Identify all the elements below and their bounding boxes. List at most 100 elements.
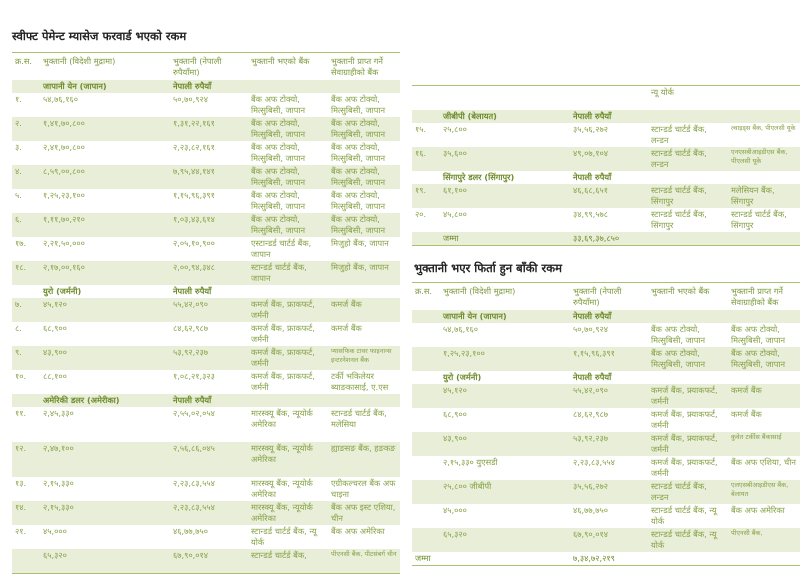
payer-bank: एस्टान्डर्ड चार्टर्ड बैंक, जापान — [251, 238, 312, 259]
serial-number — [412, 171, 440, 184]
payee-bank — [328, 80, 400, 93]
payer-bank — [648, 310, 728, 323]
table-row: १. ५४,७६,१६० ५०,७०,९२४ बैंक अफ टोक्यो, मित्… — [12, 93, 400, 117]
npr-amount: ५५,४२,०९० — [170, 298, 248, 322]
payer-bank: मारस्क्यू बैंक, न्यूयोर्क अमेरिका — [251, 408, 313, 429]
npr-amount: ३५,५६,२७२ — [573, 124, 609, 134]
payer-bank — [248, 80, 328, 93]
payee-bank: बैंक अफ टोक्यो, मित्सुबिसी, जापान — [331, 94, 386, 115]
currency-group-row: युरो (जर्मनी) नेपाली रुपैयाँ — [412, 371, 800, 384]
foreign-amount: युरो (जर्मनी) — [43, 286, 82, 296]
payer-bank — [648, 171, 728, 184]
foreign-amount: ५४,७६,१६० — [43, 94, 79, 104]
payer-bank: कमर्ज बैंक, फ्र्याकफर्ट, जर्मनी — [651, 409, 718, 430]
foreign-amount: ६५,३२० — [440, 528, 570, 552]
payee-bank: बैंक अफ टोक्यो, मित्सुबिसी, जापान — [328, 213, 400, 237]
payee-bank: बैंक अफ टोक्यो, मित्सुबिसी, जापान — [731, 324, 786, 345]
npr-amount: नेपाली रुपैयाँ — [570, 310, 648, 323]
currency-group-row: सिंगापुरे डलर (सिंगापुर) नेपाली रुपैयाँ — [412, 171, 800, 184]
serial-number — [12, 549, 40, 574]
foreign-amount: ६८,९०० — [43, 323, 67, 333]
table-row: ५. १,२५,२३,१०० १,१५,९६,३९१ बैंक अफ टोक्यो, … — [12, 189, 400, 213]
foreign-amount: २,२१,५०,००० — [43, 238, 85, 248]
foreign-amount: १,११,७०,२१० — [40, 213, 170, 237]
payer-bank: स्टान्डर्ड चार्टर्ड बैंक, न्यू योर्क — [648, 528, 728, 552]
npr-amount: २,५५,०२,०५४ — [173, 408, 215, 418]
payee-bank — [728, 110, 800, 123]
foreign-amount: २,४५,३३० — [43, 408, 74, 418]
payee-bank: मलेसियन बैंक, सिंगापुर — [728, 184, 800, 208]
table-row: ४३,९०० ५३,९२,२३७ कमर्ज बैंक, फ्र्याकफर्ट, … — [412, 432, 800, 456]
table-row: ९. ४३,९०० ५३,९२,२३७ कमर्ज बैंक, फ्राकफर्ट, … — [12, 346, 400, 370]
table-row: ६८,९०० ८४,६२,९८७ कमर्ज बैंक, फ्र्याकफर्ट, … — [412, 408, 800, 432]
header-sn: क्र.स. — [15, 56, 33, 66]
section2-title: भुक्तानी भएर फिर्ता हुन बाँकी रकम — [414, 261, 562, 275]
foreign-amount: १,२५,२३,१०० — [440, 347, 570, 371]
table-row: १३. २,१५,३३० २,२३,८३,५५४ मारस्क्यू बैंक, न्… — [12, 477, 400, 501]
npr-amount: ३३,६९,३७,८५० — [570, 232, 648, 246]
payer-bank: बैंक अफ टोक्यो, मित्सुबिसी, जापान — [248, 165, 328, 189]
payee-bank: बैंक अफ अमेरिका — [731, 505, 785, 515]
foreign-amount: ४५,००० — [43, 526, 67, 536]
payer-bank: स्टान्डर्ड चार्टर्ड बैंक, जापान — [248, 261, 328, 285]
currency-group-row: अमेरिकी डलर (अमेरीका) नेपाली रुपैयाँ — [12, 394, 400, 407]
header-foreign: भुक्तानी (विदेशी मुद्रामा) — [43, 56, 116, 66]
serial-number: ३. — [15, 142, 22, 152]
serial-number — [412, 347, 440, 371]
serial-number: २. — [12, 117, 40, 141]
serial-number — [412, 86, 440, 111]
table-row: १९. ६१,१०० ४६,६८,६५१ स्टान्डर्ड चार्टर्ड बै… — [412, 184, 800, 208]
foreign-amount: ४५,१२० — [440, 384, 570, 408]
payee-bank: एग्रीकल्चरल बैंक अफ चाइना — [331, 478, 396, 499]
foreign-amount: जापानी येन (जापान) — [440, 310, 570, 323]
foreign-amount: २,१५,३३० — [40, 501, 170, 525]
serial-number: १७. — [15, 238, 27, 248]
payee-bank: एनएसबीआइडीएस बैंक, पीएलसी यूके — [728, 147, 800, 171]
serial-number — [412, 232, 440, 246]
payer-bank — [648, 552, 728, 566]
payer-bank: स्टान्डर्ड चार्टर्ड बैंक, लन्डन — [651, 124, 707, 145]
payee-bank: ह्याङसङ बैंक, हङकङ — [328, 442, 400, 477]
payee-bank: पीएनसी बैंक, — [728, 528, 800, 552]
foreign-amount: २,४७,१०० — [40, 442, 170, 477]
npr-amount: २,२३,८३,५५४ — [170, 501, 248, 525]
table-header: क्र.स. भुक्तानी (विदेशी मुद्रामा) भुक्ता… — [412, 283, 800, 311]
npr-amount: नेपाली रुपैयाँ — [570, 110, 648, 123]
payer-bank: कमर्ज बैंक, फ्राकफर्ट, जर्मनी — [248, 298, 328, 322]
payee-bank: ल्वाइड्स बैंक, पीएलसी यूके — [731, 124, 796, 132]
foreign-amount: १,२५,२३,१०० — [43, 190, 85, 200]
table-row: ११. २,४५,३३० २,५५,०२,०५४ मारस्क्यू बैंक, न्… — [12, 407, 400, 442]
payer-bank — [248, 285, 328, 298]
serial-number — [412, 371, 440, 384]
table-row: ७. ४५,१२० ५५,४२,०९० कमर्ज बैंक, फ्राकफर्ट, … — [12, 298, 400, 322]
payee-bank: टर्की भकिलेयर ब्याङकासाई, ए.एस — [331, 371, 389, 392]
payee-bank: मिजुहो बैंक, जापान — [328, 261, 400, 285]
payer-bank — [648, 232, 728, 246]
table-row: १८. २,१७,००,१६० २,००,९४,३४८ स्टान्डर्ड चार्… — [12, 261, 400, 285]
foreign-amount: अमेरिकी डलर (अमेरीका) — [40, 394, 170, 407]
npr-amount: ७,९५,४४,१४१ — [170, 165, 248, 189]
table-row: १,२५,२३,१०० १,१५,९६,३९१ बैंक अफ टोक्यो, मि… — [412, 347, 800, 371]
payer-bank: कमर्ज बैंक, फ्र्याकफर्ट, जर्मनी — [651, 457, 718, 478]
npr-amount: नेपाली रुपैयाँ — [170, 80, 248, 93]
foreign-amount — [440, 552, 570, 566]
total-row: जम्मा ७,३४,७२,२१९ — [412, 552, 800, 566]
npr-amount: ४९,०७,१०४ — [570, 147, 648, 171]
serial-number: २०. — [415, 209, 427, 219]
foreign-amount: ४५,००० — [443, 505, 467, 515]
payer-bank: न्यू योर्क — [651, 87, 674, 97]
serial-number — [412, 310, 440, 323]
header-foreign: भुक्तानी (विदेशी मुद्रामा) — [443, 286, 516, 296]
serial-number: २१. — [15, 526, 27, 536]
serial-number: ७. — [12, 298, 40, 322]
payee-bank: बैंक अफ एशिया, चीन — [731, 457, 796, 467]
serial-number — [412, 504, 440, 528]
payee-bank: पीएनसी बैंक, पीटसंबर्ग चीन — [328, 549, 400, 574]
table-row: २,१५,३३० युएसडी २,२३,८३,५५४ कमर्ज बैंक, फ्… — [412, 456, 800, 480]
payee-bank — [728, 552, 800, 566]
table-row: १०. ८८,१०० १,०८,२१,३२३ कमर्ज बैंक, फ्राकफर्… — [12, 370, 400, 394]
table-row: २०. ४५,८०० ३४,९९,५७८ स्टान्डर्ड चार्टर्ड बै… — [412, 208, 800, 232]
currency-group-row: युरो (जर्मनी) नेपाली रुपैयाँ — [12, 285, 400, 298]
payer-bank: बैंक अफ टोक्यो, मित्सुबिसी, जापान — [651, 324, 706, 345]
table-row: १६. ३५,६०० ४९,०७,१०४ स्टान्डर्ड चार्टर्ड बै… — [412, 147, 800, 171]
